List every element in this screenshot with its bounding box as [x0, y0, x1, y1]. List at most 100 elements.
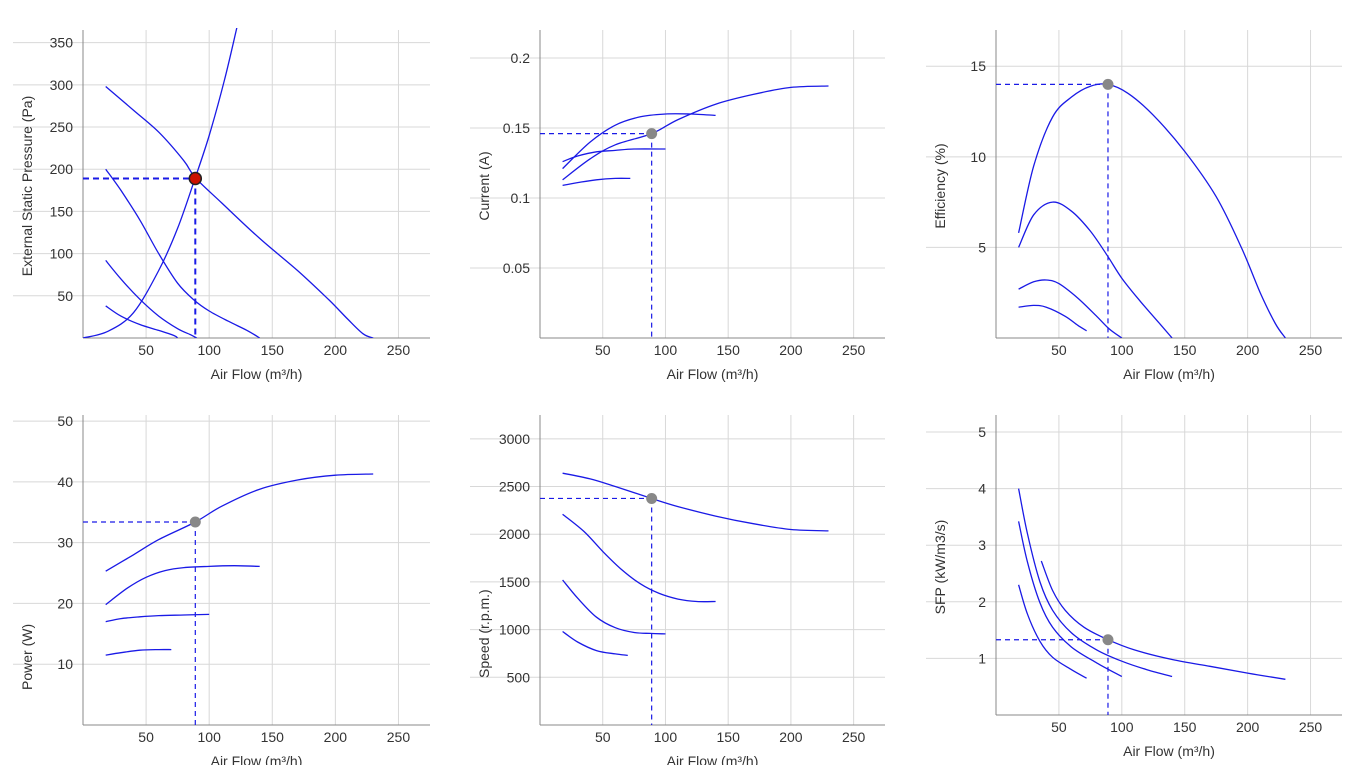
series-line-3 [1018, 279, 1123, 338]
series-line-1 [1017, 83, 1286, 338]
x-tick-label: 200 [779, 729, 803, 745]
series-line-2 [105, 565, 260, 606]
x-tick-label: 100 [1110, 719, 1134, 735]
x-tick-label: 150 [1173, 342, 1197, 358]
x-tick-label: 100 [198, 342, 222, 358]
x-tick-label: 200 [324, 729, 348, 745]
x-axis-label: Air Flow (m³/h) [211, 366, 303, 382]
operating-point-marker[interactable] [189, 516, 201, 528]
chart-pressure: 50 100 150 200 250 50 100 150 200 250 300 350 Air Fl… [13, 28, 430, 382]
chart-power: 50 100 150 200 250 10 20 30 40 50 Air Flow (m³/h) P… [13, 413, 430, 765]
x-tick-label: 50 [595, 342, 611, 358]
y-axis-label: Speed (r.p.m.) [476, 589, 492, 678]
y-tick-label: 30 [57, 535, 73, 551]
y-axis-label: External Static Pressure (Pa) [19, 96, 35, 277]
series-line-2 [562, 513, 716, 603]
x-tick-label: 250 [842, 729, 866, 745]
series-line-4 [562, 630, 628, 657]
series-line-1 [562, 85, 829, 181]
series-line-2 [562, 113, 716, 170]
x-tick-label: 150 [717, 729, 741, 745]
series-line-4 [1017, 584, 1087, 679]
chart-speed: 50 100 150 200 250 500 1000 1500 2000 2500 3000 Air… [470, 415, 885, 765]
chart-current: 50 100 150 200 250 0.05 0.1 0.15 0.2 Air Flow (m³… [470, 30, 885, 382]
x-tick-label: 100 [654, 729, 678, 745]
y-tick-label: 1000 [499, 622, 530, 638]
x-tick-label: 100 [1110, 342, 1134, 358]
x-tick-label: 100 [198, 729, 222, 745]
y-tick-label: 350 [50, 35, 74, 51]
y-tick-label: 1 [978, 650, 986, 666]
x-tick-label: 250 [842, 342, 866, 358]
y-tick-label: 0.1 [511, 190, 531, 206]
y-axis-label: Efficiency (%) [932, 143, 948, 228]
y-axis-label: Current (A) [476, 151, 492, 220]
y-tick-label: 2000 [499, 526, 530, 542]
y-axis-label: SFP (kW/m3/s) [932, 520, 948, 615]
y-tick-label: 1500 [499, 574, 530, 590]
x-axis-label: Air Flow (m³/h) [1123, 366, 1215, 382]
y-tick-label: 0.05 [503, 260, 530, 276]
series-line-2 [1017, 488, 1173, 678]
series-line-1 [105, 86, 374, 338]
y-tick-label: 2 [978, 594, 986, 610]
series-line-2 [105, 168, 261, 338]
x-axis-label: Air Flow (m³/h) [667, 753, 759, 765]
chart-sfp: 50 100 150 200 250 1 2 3 4 5 Air Flow (m³/h) SFP (k… [926, 415, 1342, 759]
x-tick-label: 50 [1051, 342, 1067, 358]
y-tick-label: 10 [970, 149, 986, 165]
x-tick-label: 50 [138, 729, 154, 745]
x-tick-label: 200 [1236, 342, 1260, 358]
y-tick-label: 0.2 [511, 50, 531, 66]
y-tick-label: 50 [57, 288, 73, 304]
x-tick-label: 50 [1051, 719, 1067, 735]
series-line-3 [562, 579, 666, 635]
operating-point-marker[interactable] [646, 128, 658, 140]
y-tick-label: 100 [50, 246, 74, 262]
y-tick-label: 20 [57, 595, 73, 611]
chart-efficiency: 50 100 150 200 250 5 10 15 Air Flow (m³/h) Effici… [926, 30, 1342, 382]
series-line-1 [105, 473, 374, 572]
y-tick-label: 300 [50, 77, 74, 93]
x-tick-label: 150 [1173, 719, 1197, 735]
series-line-1 [562, 472, 829, 532]
y-tick-label: 2500 [499, 479, 530, 495]
y-tick-label: 500 [507, 669, 531, 685]
operating-point-marker[interactable] [1102, 78, 1114, 90]
y-tick-label: 4 [978, 481, 986, 497]
series-line-3 [1017, 521, 1123, 678]
x-tick-label: 150 [261, 729, 285, 745]
series-line-4 [1018, 304, 1087, 332]
x-tick-label: 50 [595, 729, 611, 745]
series-line-3 [562, 148, 666, 163]
x-tick-label: 200 [779, 342, 803, 358]
series-line-1 [1040, 560, 1286, 680]
series-line-4 [105, 648, 172, 656]
y-tick-label: 250 [50, 119, 74, 135]
series-line-2 [1018, 201, 1173, 338]
x-tick-label: 250 [1299, 719, 1323, 735]
y-tick-label: 3000 [499, 431, 530, 447]
operating-point-marker[interactable] [1102, 634, 1114, 646]
x-axis-label: Air Flow (m³/h) [667, 366, 759, 382]
x-tick-label: 200 [324, 342, 348, 358]
x-axis-label: Air Flow (m³/h) [1123, 743, 1215, 759]
y-tick-label: 150 [50, 203, 74, 219]
y-tick-label: 40 [57, 474, 73, 490]
y-tick-label: 10 [57, 656, 73, 672]
y-tick-label: 5 [978, 424, 986, 440]
y-tick-label: 200 [50, 161, 74, 177]
x-axis-label: Air Flow (m³/h) [211, 753, 303, 765]
operating-point-marker[interactable] [646, 492, 658, 504]
y-tick-label: 15 [970, 58, 986, 74]
x-tick-label: 150 [261, 342, 285, 358]
operating-point-marker[interactable] [188, 171, 203, 186]
series-line-4 [105, 305, 179, 338]
y-axis-label: Power (W) [19, 624, 35, 690]
x-tick-label: 200 [1236, 719, 1260, 735]
y-tick-label: 50 [57, 413, 73, 429]
x-tick-label: 150 [717, 342, 741, 358]
y-tick-label: 0.15 [503, 120, 530, 136]
x-tick-label: 250 [387, 342, 411, 358]
